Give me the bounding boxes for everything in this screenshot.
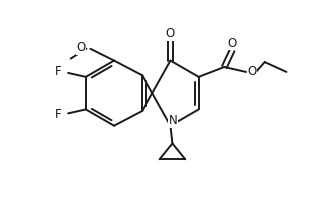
- Text: N: N: [169, 114, 178, 127]
- Text: F: F: [54, 66, 61, 78]
- Text: F: F: [54, 108, 61, 121]
- Text: O: O: [228, 37, 237, 50]
- Text: O: O: [76, 41, 85, 54]
- Text: O: O: [247, 66, 257, 78]
- Text: O: O: [166, 27, 175, 40]
